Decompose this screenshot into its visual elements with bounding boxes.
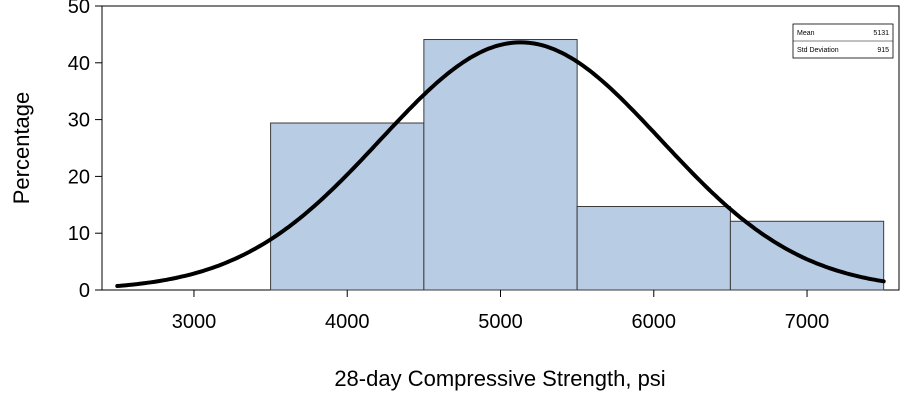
y-axis: 0 10 20 30 40 50: [68, 0, 102, 302]
x-tick-label: 7000: [785, 311, 830, 333]
normal-curve: [115, 40, 886, 288]
x-tick-label: 4000: [325, 311, 370, 333]
x-axis-label: 28-day Compressive Strength, psi: [334, 366, 665, 391]
histogram-bars: [270, 39, 885, 291]
y-tick-label: 0: [79, 280, 90, 302]
legend-std-value: 915: [877, 47, 889, 54]
y-tick-label: 30: [68, 110, 90, 132]
histogram-bar-1: [270, 122, 425, 291]
stats-legend: Mean 5131 Std Deviation 915: [792, 23, 894, 59]
legend-std-label: Std Deviation: [797, 47, 839, 54]
y-axis-label: Percentage: [9, 92, 34, 205]
histogram-bar-2: [423, 39, 578, 291]
y-tick-label: 20: [68, 166, 90, 188]
x-axis: 3000 4000 5000 6000 7000: [172, 290, 830, 333]
y-tick-label: 10: [68, 223, 90, 245]
x-tick-label: 3000: [172, 311, 217, 333]
x-tick-label: 6000: [632, 311, 677, 333]
legend-mean-value: 5131: [873, 30, 889, 37]
legend-mean-label: Mean: [797, 30, 815, 37]
x-tick-label: 5000: [478, 311, 523, 333]
y-tick-label: 50: [68, 0, 90, 18]
histogram-bar-3: [576, 206, 731, 291]
y-tick-label: 40: [68, 53, 90, 75]
histogram-bar-4: [729, 220, 885, 291]
